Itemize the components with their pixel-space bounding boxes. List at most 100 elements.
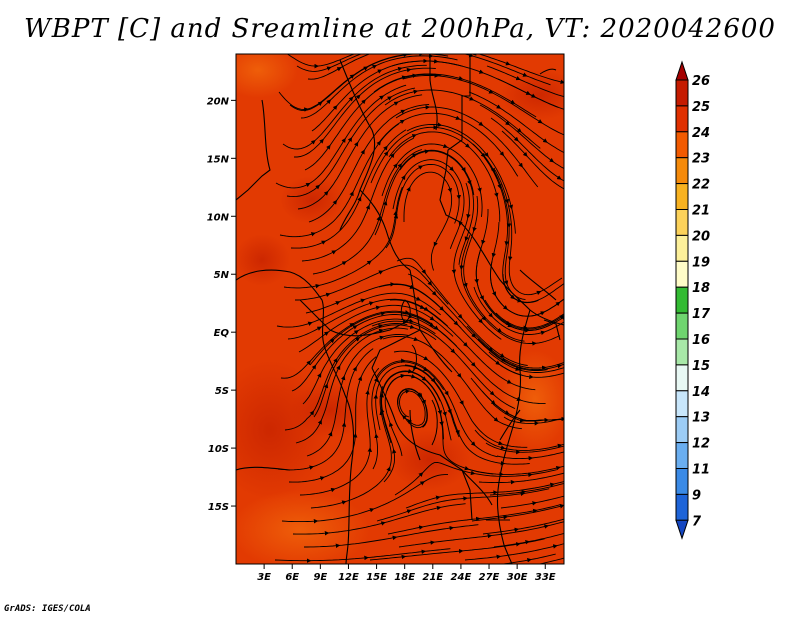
streamline-arrow bbox=[498, 440, 504, 446]
streamline bbox=[482, 518, 564, 535]
streamline-arrow bbox=[570, 98, 573, 99]
colorbar-top-arrow bbox=[675, 60, 689, 81]
streamline-arrow bbox=[383, 145, 388, 151]
streamline-arrow bbox=[393, 163, 398, 169]
streamline-arrow bbox=[399, 119, 405, 125]
colorbar-segment bbox=[675, 79, 689, 107]
streamline-arrow bbox=[549, 157, 555, 163]
streamline-arrow bbox=[449, 49, 452, 50]
streamline-arrow bbox=[303, 107, 309, 112]
streamline-arrow bbox=[369, 508, 375, 513]
streamline-arrow bbox=[417, 392, 423, 398]
streamline-arrow bbox=[382, 200, 388, 206]
streamline-arrow bbox=[542, 138, 548, 143]
streamline-arrow bbox=[326, 144, 331, 150]
streamline bbox=[286, 54, 356, 67]
streamline-arrow bbox=[478, 69, 484, 74]
streamline-arrow bbox=[383, 151, 389, 157]
streamline-arrow bbox=[456, 372, 462, 378]
streamline-arrow bbox=[466, 213, 471, 219]
streamline bbox=[307, 54, 477, 80]
streamline-arrow bbox=[463, 342, 468, 347]
wbpt-patch bbox=[236, 54, 298, 98]
streamline bbox=[404, 364, 530, 465]
streamline-arrow bbox=[472, 226, 477, 232]
streamline-arrow bbox=[418, 525, 424, 530]
streamline-arrow bbox=[427, 280, 433, 286]
streamline-arrow bbox=[495, 360, 501, 365]
colorbar-label: 18 bbox=[692, 281, 710, 296]
colorbar-label: 23 bbox=[692, 152, 710, 167]
streamline-arrow bbox=[391, 48, 394, 49]
streamline-arrow bbox=[368, 301, 374, 306]
streamline-arrow bbox=[437, 122, 443, 127]
streamline-arrow bbox=[491, 252, 497, 258]
streamline-arrow bbox=[353, 330, 359, 335]
streamline-arrow bbox=[496, 104, 502, 109]
streamline-arrow bbox=[310, 139, 316, 145]
streamline-arrow bbox=[431, 290, 437, 296]
streamline-arrow bbox=[522, 72, 528, 77]
streamline-arrow bbox=[526, 558, 532, 563]
streamline-arrow bbox=[513, 136, 519, 142]
streamline-arrow bbox=[309, 410, 315, 416]
streamline-arrow bbox=[397, 163, 402, 169]
streamline bbox=[289, 54, 449, 111]
y-tick-label: 10N bbox=[207, 212, 230, 223]
coastlines-borders bbox=[236, 54, 564, 564]
streamline-arrow bbox=[525, 540, 530, 545]
streamline bbox=[475, 247, 564, 331]
streamline-arrow bbox=[421, 376, 427, 381]
streamline-arrow bbox=[504, 410, 510, 415]
streamline-arrow bbox=[378, 324, 383, 329]
streamline-arrow bbox=[411, 153, 417, 158]
streamline-arrow bbox=[309, 465, 314, 470]
streamline-arrow bbox=[540, 330, 546, 336]
streamline bbox=[405, 481, 564, 509]
streamline-arrow bbox=[488, 89, 494, 94]
streamline-arrow bbox=[557, 443, 563, 449]
streamline-arrow bbox=[347, 137, 353, 143]
colorbar-segment bbox=[675, 312, 689, 340]
streamline-arrow bbox=[325, 292, 331, 297]
map-panel bbox=[236, 48, 573, 564]
streamline bbox=[489, 482, 564, 496]
y-tick-label: 20N bbox=[207, 96, 230, 107]
streamline-arrow bbox=[503, 280, 509, 286]
streamline-arrow bbox=[458, 75, 464, 81]
y-tick-label: 5N bbox=[214, 270, 230, 281]
colorbar-label: 17 bbox=[692, 307, 711, 322]
streamline-arrow bbox=[505, 61, 511, 66]
streamline-arrow bbox=[400, 109, 406, 114]
streamline-arrow bbox=[449, 166, 454, 172]
colorbar-label: 24 bbox=[692, 126, 710, 141]
streamline-arrow bbox=[556, 175, 562, 180]
streamline-arrow bbox=[365, 389, 370, 395]
streamline-arrow bbox=[536, 290, 542, 295]
streamline bbox=[467, 465, 564, 475]
streamline-arrow bbox=[421, 269, 426, 275]
x-tick-label: 18E bbox=[394, 572, 415, 583]
colorbar: 26 25 24 23 22 21 20 19 18 17 16 15 14 13 12 11 9 7 bbox=[675, 60, 711, 540]
colorbar-segment bbox=[675, 131, 689, 159]
streamline-arrow bbox=[549, 482, 555, 488]
colorbar-segment bbox=[675, 260, 689, 288]
colorbar-label: 15 bbox=[692, 359, 710, 374]
streamline-arrow bbox=[488, 312, 493, 318]
y-tick-label: 5S bbox=[215, 386, 229, 397]
streamline bbox=[311, 60, 463, 132]
streamline-arrow bbox=[422, 366, 428, 372]
streamline-arrow bbox=[532, 501, 537, 506]
colorbar-segment bbox=[675, 468, 689, 495]
streamline-arrow bbox=[484, 152, 489, 158]
y-axis: 20N 15N 10N 5N EQ 5S 10S 15S bbox=[207, 96, 236, 513]
streamline-arrow bbox=[569, 278, 572, 280]
streamline-arrow bbox=[379, 410, 384, 416]
streamline-arrow bbox=[366, 260, 372, 265]
streamline bbox=[502, 273, 564, 303]
x-tick-label: 15E bbox=[366, 572, 387, 583]
streamline bbox=[490, 260, 564, 317]
streamline bbox=[394, 461, 557, 496]
streamline-arrow bbox=[424, 149, 430, 154]
streamline-arrow bbox=[552, 544, 558, 549]
